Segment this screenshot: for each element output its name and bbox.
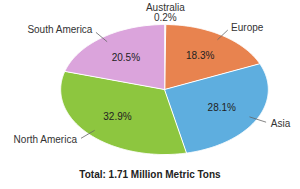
svg-text:South America: South America bbox=[27, 24, 92, 35]
svg-text:North America: North America bbox=[14, 134, 78, 145]
svg-text:Australia0.2%: Australia0.2% bbox=[146, 2, 185, 23]
svg-text:Europe: Europe bbox=[231, 22, 264, 33]
svg-text:Asia: Asia bbox=[271, 118, 291, 129]
svg-text:20.5%: 20.5% bbox=[112, 52, 140, 63]
svg-text:18.3%: 18.3% bbox=[186, 50, 214, 61]
svg-text:28.1%: 28.1% bbox=[208, 102, 236, 113]
svg-text:32.9%: 32.9% bbox=[103, 111, 131, 122]
html-text:Total: 1.71 Million Metric Ton: Total: 1.71 Million Metric Tons bbox=[79, 169, 221, 180]
